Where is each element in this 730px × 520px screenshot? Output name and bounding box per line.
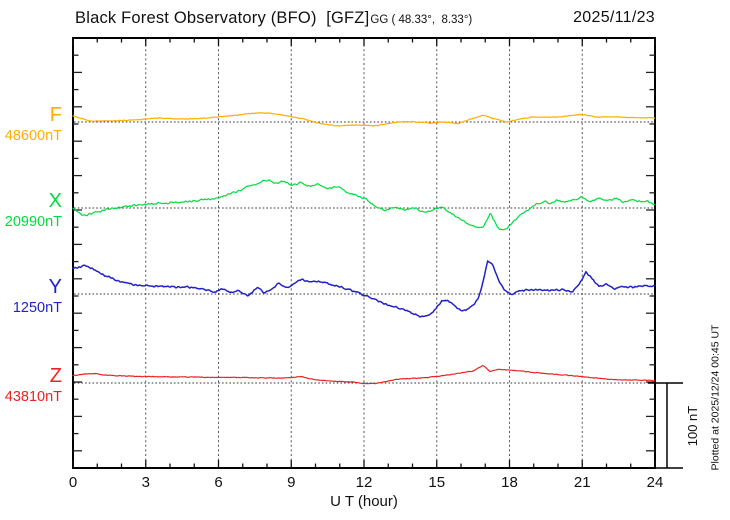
x-axis-title: U T (hour) bbox=[330, 493, 398, 510]
channel-label-F: F bbox=[49, 104, 62, 126]
station-coordinates: GG ( 48.33°, 8.33°) bbox=[370, 14, 473, 26]
hour-ticks bbox=[72, 38, 656, 468]
scale-bar bbox=[648, 382, 683, 469]
trace-Z bbox=[72, 365, 656, 385]
channel-label-X: X bbox=[48, 190, 62, 212]
plot-date: 2025/11/23 bbox=[573, 9, 655, 26]
x-tick-label: 12 bbox=[355, 474, 373, 491]
trace-Y bbox=[72, 260, 656, 318]
x-tick-label: 21 bbox=[573, 474, 591, 491]
x-tick-label: 0 bbox=[68, 474, 78, 491]
x-tick-label: 15 bbox=[428, 474, 446, 491]
nt-ticks bbox=[73, 54, 655, 452]
scale-bar-label: 100 nT bbox=[685, 405, 700, 447]
channel-baseline-Y: 1250nT bbox=[12, 300, 62, 316]
page-title: Black Forest Observatory (BFO) [GFZ] bbox=[75, 9, 370, 27]
plotted-at-note: Plotted at 2025/12/24 00:45 UT bbox=[709, 324, 722, 471]
channel-baseline-X: 20990nT bbox=[4, 214, 62, 230]
channel-baseline-Z: 43810nT bbox=[4, 389, 62, 405]
gridlines bbox=[145, 40, 583, 466]
titlebar: Black Forest Observatory (BFO) [GFZ] GG … bbox=[75, 9, 472, 28]
x-tick-label: 24 bbox=[646, 474, 664, 491]
trace-F bbox=[72, 111, 656, 127]
channel-label-Y: Y bbox=[48, 276, 62, 298]
x-tick-label: 18 bbox=[501, 474, 518, 491]
x-tick-label: 3 bbox=[141, 474, 150, 491]
x-tick-label: 6 bbox=[214, 474, 223, 491]
trace-X bbox=[72, 179, 656, 231]
x-tick-label: 9 bbox=[287, 474, 296, 491]
channel-baseline-F: 48600nT bbox=[4, 128, 62, 144]
channel-label-Z: Z bbox=[49, 365, 62, 387]
